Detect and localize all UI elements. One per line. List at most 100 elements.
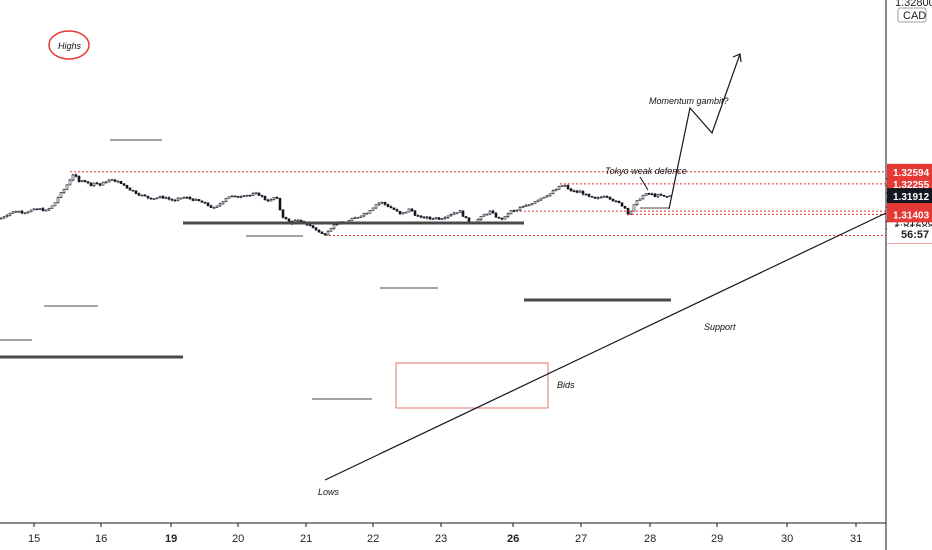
price-level-lines — [70, 171, 886, 236]
candle-body — [131, 189, 135, 192]
lows-label: Lows — [318, 487, 340, 497]
candle-body — [662, 194, 666, 197]
candle-body — [326, 230, 330, 236]
candle-body — [242, 195, 246, 198]
candle-body — [263, 195, 267, 201]
date-tick-label: 20 — [232, 533, 244, 545]
candle-body — [371, 207, 375, 211]
candle-body — [578, 190, 582, 193]
candle-body — [461, 210, 465, 217]
candle-body — [353, 217, 357, 220]
candle-body — [266, 199, 270, 202]
candle-body — [494, 212, 498, 218]
candle-body — [59, 192, 63, 198]
candle-body — [617, 200, 621, 204]
candle-body — [611, 198, 615, 202]
candle-body — [440, 218, 444, 221]
candle-body — [38, 208, 42, 210]
candle-body — [614, 200, 618, 203]
candle-body — [134, 190, 138, 194]
candle-body — [548, 193, 552, 197]
candle-body — [167, 197, 171, 200]
candle-body — [455, 212, 459, 215]
bids-label: Bids — [557, 380, 575, 390]
candle-body — [251, 193, 255, 196]
candle-body — [110, 179, 114, 181]
candle-body — [620, 202, 624, 207]
momentum-label: Momentum gambit? — [649, 96, 729, 106]
date-tick-label: 31 — [850, 533, 862, 545]
candle-body — [296, 219, 300, 222]
candle-body — [644, 193, 648, 196]
candle-body — [89, 182, 93, 186]
date-tick-label: 21 — [300, 533, 312, 545]
candle-body — [71, 174, 75, 181]
candle-body — [209, 205, 213, 208]
candle-body — [155, 197, 159, 200]
candle-body — [35, 208, 39, 211]
candle-body — [230, 195, 234, 198]
candle-body — [392, 207, 396, 210]
candle-body — [536, 199, 540, 202]
candle-body — [62, 189, 66, 193]
candle-body — [152, 198, 156, 200]
candle-body — [182, 197, 186, 199]
candle-body — [602, 196, 606, 198]
candle-body — [368, 210, 372, 214]
candle-body — [566, 185, 570, 190]
candle-body — [545, 195, 549, 198]
candle-body — [581, 190, 585, 195]
currency-box[interactable] — [897, 7, 927, 23]
candle-body — [323, 233, 327, 236]
candle-body — [497, 216, 501, 219]
candle-body — [635, 200, 639, 205]
candle-body — [104, 181, 108, 184]
candle-body — [500, 217, 504, 220]
candle-body — [650, 193, 654, 196]
candle-body — [605, 196, 609, 198]
candle-body — [596, 197, 600, 199]
candle-body — [593, 196, 597, 199]
candle-body — [386, 204, 390, 207]
candle-body — [632, 204, 636, 212]
candle-body — [233, 195, 237, 198]
candle-body — [329, 228, 333, 232]
candle-body — [146, 195, 150, 199]
candle-body — [317, 229, 321, 233]
candle-body — [608, 196, 612, 200]
candle-body — [173, 199, 177, 202]
candle-body — [428, 216, 432, 220]
candle-body — [68, 179, 72, 186]
candle-body — [584, 193, 588, 196]
candle-body — [113, 179, 117, 182]
date-tick-label: 26 — [507, 533, 519, 545]
candle-body — [257, 192, 261, 196]
candle-body — [377, 202, 381, 206]
candle-body — [299, 219, 303, 222]
price-level-badge — [887, 163, 932, 180]
date-tick-label: 30 — [781, 533, 793, 545]
candle-body — [575, 190, 579, 193]
candle-body — [356, 216, 360, 219]
candle-body — [389, 206, 393, 209]
candle-body — [416, 215, 420, 217]
candle-body — [284, 217, 288, 220]
candle-body — [44, 209, 48, 212]
candle-body — [227, 196, 231, 199]
date-tick-label: 23 — [435, 533, 447, 545]
candle-body — [29, 209, 33, 213]
candle-body — [365, 212, 369, 215]
candle-body — [656, 194, 660, 198]
candle-body — [47, 208, 51, 211]
candle-body — [86, 181, 90, 184]
candle-body — [350, 218, 354, 221]
candle-body — [191, 198, 195, 201]
candle-body — [92, 182, 96, 186]
candle-body — [659, 194, 663, 196]
candle-body — [194, 199, 198, 201]
candle-body — [623, 205, 627, 209]
candle-body — [407, 208, 411, 213]
candle-body — [410, 208, 414, 212]
candle-body — [563, 185, 567, 187]
